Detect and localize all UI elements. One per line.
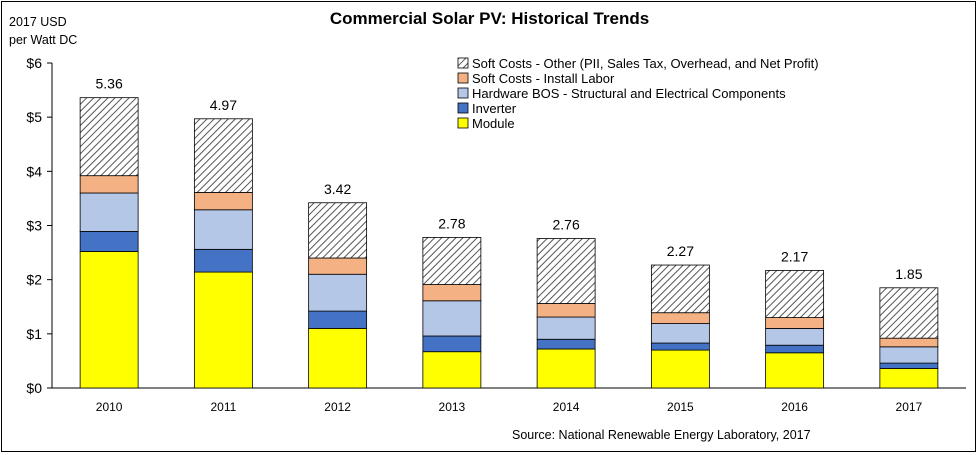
bar-segment-inverter <box>422 335 482 353</box>
bar-segment-inverter <box>193 248 253 273</box>
legend-swatch-soft-costs-install-labor <box>457 72 469 84</box>
source-note: Source: National Renewable Energy Labora… <box>512 428 811 442</box>
bar-segment-module <box>765 352 825 389</box>
bar-segment-soft-costs-other-pii-sales-tax-overhead-and-net-profit <box>79 97 139 177</box>
bar-segment-module <box>193 271 253 389</box>
bar-segment-soft-costs-install-labor <box>308 257 368 275</box>
x-tick-label: 2015 <box>667 400 694 414</box>
y-tick-label: $2 <box>26 272 42 288</box>
bar-segment-hardware-bos-structural-and-electrical-components <box>536 316 596 340</box>
bar-total-label: 1.85 <box>895 266 922 282</box>
legend-swatch-inverter <box>457 102 469 114</box>
x-tick-label: 2010 <box>96 400 123 414</box>
bar-segment-soft-costs-other-pii-sales-tax-overhead-and-net-profit <box>308 202 368 259</box>
bar-segment-soft-costs-other-pii-sales-tax-overhead-and-net-profit <box>879 287 939 339</box>
x-tick-label: 2017 <box>896 400 923 414</box>
bar-segment-soft-costs-other-pii-sales-tax-overhead-and-net-profit <box>650 264 710 314</box>
y-tick-label: $3 <box>26 218 42 234</box>
x-tick-label: 2011 <box>210 400 236 414</box>
chart-axes: $0 $1 $2 $3 $4 $5 $6 2010 2011 2012 2013 2014 2015 20… <box>26 55 966 414</box>
bar-segment-soft-costs-install-labor <box>79 175 139 194</box>
bar-total-label: 5.36 <box>96 76 123 92</box>
x-tick-label: 2012 <box>324 400 351 414</box>
y-tick-label: $1 <box>26 326 42 342</box>
legend-label-soft-costs-other-pii-sales-tax-overhead-and-net-profit: Soft Costs - Other (PII, Sales Tax, Over… <box>472 56 819 71</box>
bar-total-label: 2.17 <box>781 248 808 264</box>
bar-total-label: 3.42 <box>324 181 351 197</box>
bar-segment-inverter <box>79 231 139 252</box>
bar-segment-hardware-bos-structural-and-electrical-components <box>79 192 139 232</box>
legend-label-module: Module <box>472 116 515 131</box>
bar-segment-module <box>879 368 939 389</box>
bar-segment-module <box>650 349 710 389</box>
legend-label-inverter: Inverter <box>472 101 517 116</box>
bar-segment-soft-costs-install-labor <box>422 284 482 302</box>
y-axis-unit-line-2: per Watt DC <box>9 33 78 47</box>
x-tick-label: 2014 <box>553 400 580 414</box>
legend-swatch-hardware-bos-structural-and-electrical-components <box>457 87 469 99</box>
bar-segment-hardware-bos-structural-and-electrical-components <box>422 300 482 337</box>
bar-segment-module <box>308 328 368 389</box>
bar-segment-soft-costs-other-pii-sales-tax-overhead-and-net-profit <box>422 237 482 285</box>
bar-segment-soft-costs-other-pii-sales-tax-overhead-and-net-profit <box>536 238 596 304</box>
legend-label-soft-costs-install-labor: Soft Costs - Install Labor <box>472 71 615 86</box>
bar-segment-inverter <box>536 338 596 350</box>
bar-segment-inverter <box>765 344 825 354</box>
legend: Soft Costs - Other (PII, Sales Tax, Over… <box>457 56 819 131</box>
bar-segment-soft-costs-install-labor <box>879 337 939 348</box>
y-axis-unit-label: 2017 USD per Watt DC <box>9 13 77 49</box>
chart-title: Commercial Solar PV: Historical Trends <box>329 9 650 28</box>
bar-segment-hardware-bos-structural-and-electrical-components <box>765 328 825 346</box>
bar-segment-inverter <box>879 362 939 369</box>
bar-segment-soft-costs-other-pii-sales-tax-overhead-and-net-profit <box>193 118 253 193</box>
bar-segment-hardware-bos-structural-and-electrical-components <box>308 273 368 312</box>
y-tick-label: $0 <box>26 380 42 396</box>
legend-label-hardware-bos-structural-and-electrical-components: Hardware BOS - Structural and Electrical… <box>472 86 786 101</box>
bar-segment-inverter <box>650 342 710 351</box>
bar-segment-inverter <box>308 310 368 329</box>
y-axis-unit-line-1: 2017 USD <box>9 15 67 29</box>
legend-swatch-module <box>457 117 469 129</box>
bar-total-label: 2.76 <box>553 217 580 233</box>
y-tick-label: $6 <box>26 55 42 71</box>
bar-total-label: 2.27 <box>667 243 694 259</box>
bar-total-label: 4.97 <box>210 97 237 113</box>
bar-group: 5.36 4.97 3.42 2.78 2.76 2.27 2.17 1.85 <box>79 76 939 389</box>
bar-segment-soft-costs-install-labor <box>650 312 710 324</box>
bar-segment-soft-costs-install-labor <box>765 317 825 329</box>
y-tick-label: $5 <box>26 109 42 125</box>
bar-segment-soft-costs-install-labor <box>193 192 253 211</box>
x-tick-label: 2016 <box>781 400 808 414</box>
bar-segment-module <box>79 251 139 389</box>
bar-segment-soft-costs-other-pii-sales-tax-overhead-and-net-profit <box>765 270 825 318</box>
bar-segment-module <box>422 351 482 389</box>
bar-segment-hardware-bos-structural-and-electrical-components <box>650 323 710 344</box>
legend-swatch-soft-costs-other-pii-sales-tax-overhead-and-net-profit <box>457 57 469 69</box>
bar-segment-hardware-bos-structural-and-electrical-components <box>879 346 939 364</box>
bar-segment-soft-costs-install-labor <box>536 303 596 318</box>
y-tick-label: $4 <box>26 163 42 179</box>
x-tick-label: 2013 <box>439 400 466 414</box>
bar-segment-module <box>536 348 596 389</box>
bar-total-label: 2.78 <box>438 215 465 231</box>
bar-segment-hardware-bos-structural-and-electrical-components <box>193 209 253 250</box>
